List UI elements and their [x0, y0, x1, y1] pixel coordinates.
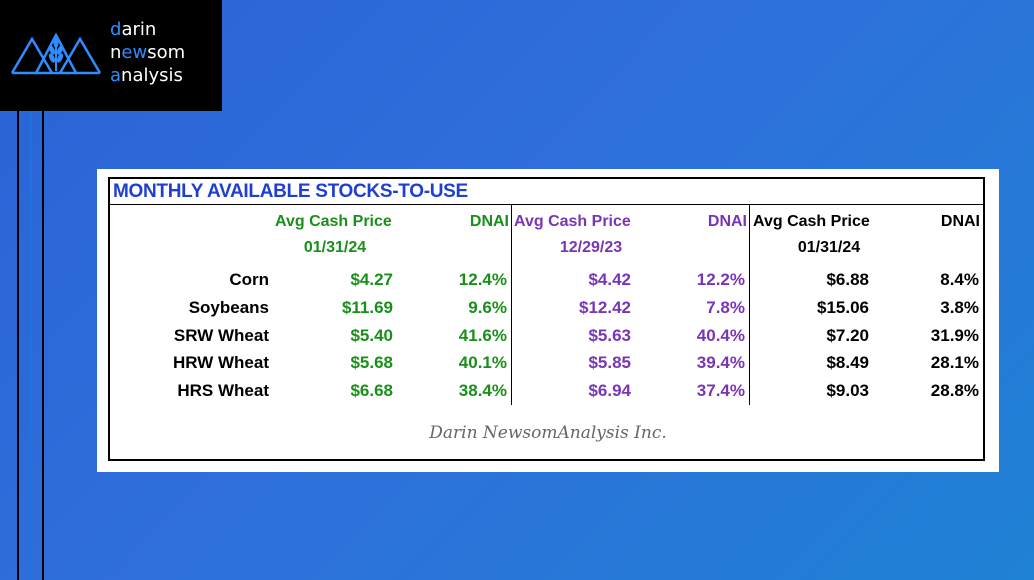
- row-label: HRW Wheat: [172, 353, 269, 372]
- stocks-table-card: MONTHLY AVAILABLE STOCKS-TO-USE Avg Cash…: [97, 169, 999, 472]
- row-label: HRS Wheat: [177, 381, 269, 400]
- price-cell: $6.94: [588, 381, 631, 400]
- price-cell: $5.85: [588, 353, 631, 372]
- dnai-cell: 39.4%: [696, 353, 745, 372]
- dnai-cell: 12.2%: [696, 270, 745, 289]
- column-divider: [749, 205, 750, 405]
- logo: darin newsom analysis: [0, 0, 222, 111]
- row-label: Soybeans: [188, 298, 269, 317]
- price-cell: $15.06: [817, 298, 869, 317]
- dnai-cell: 40.1%: [458, 353, 507, 372]
- price-cell: $5.68: [350, 353, 393, 372]
- price-cell: $9.03: [826, 381, 869, 400]
- dnai-cell: 31.9%: [930, 326, 979, 345]
- dnai-cell: 8.4%: [940, 270, 979, 289]
- divider: [110, 204, 983, 205]
- dnai-cell: 41.6%: [458, 326, 507, 345]
- decor-line: [17, 111, 19, 580]
- price-header: Avg Cash Price: [275, 213, 392, 230]
- date-header: 01/31/24: [303, 239, 367, 256]
- dnai-cell: 37.4%: [696, 381, 745, 400]
- dnai-cell: 40.4%: [696, 326, 745, 345]
- watermark-text: Darin NewsomAnalysis Inc.: [429, 423, 667, 443]
- decor-line: [30, 111, 32, 580]
- date-header: 01/31/24: [797, 239, 861, 256]
- table-title: MONTHLY AVAILABLE STOCKS-TO-USE: [113, 181, 468, 202]
- price-cell: $5.63: [588, 326, 631, 345]
- logo-wordmark: darin newsom analysis: [110, 19, 186, 86]
- price-header: Avg Cash Price: [514, 213, 631, 230]
- dnai-cell: 28.1%: [930, 353, 979, 372]
- date-header: 12/29/23: [559, 239, 623, 256]
- row-label: SRW Wheat: [173, 326, 269, 345]
- dnai-cell: 9.6%: [468, 298, 507, 317]
- price-cell: $6.88: [826, 270, 869, 289]
- table-border: [108, 177, 985, 461]
- dnai-header: DNAI: [469, 213, 509, 230]
- decor-line: [42, 111, 44, 580]
- price-cell: $4.27: [350, 270, 393, 289]
- dnai-cell: 28.8%: [930, 381, 979, 400]
- dnai-cell: 7.8%: [706, 298, 745, 317]
- dnai-cell: 3.8%: [940, 298, 979, 317]
- price-cell: $5.40: [350, 326, 393, 345]
- price-cell: $4.42: [588, 270, 631, 289]
- price-cell: $8.49: [826, 353, 869, 372]
- column-divider: [511, 205, 512, 405]
- price-header: Avg Cash Price: [753, 213, 870, 230]
- price-cell: $12.42: [579, 298, 631, 317]
- row-label: Corn: [229, 270, 269, 289]
- dnai-cell: 12.4%: [458, 270, 507, 289]
- dnai-header: DNAI: [940, 213, 980, 230]
- mountain-wheat-icon: [10, 32, 102, 75]
- price-cell: $6.68: [350, 381, 393, 400]
- dnai-header: DNAI: [707, 213, 747, 230]
- price-cell: $11.69: [341, 298, 393, 317]
- price-cell: $7.20: [826, 326, 869, 345]
- dnai-cell: 38.4%: [458, 381, 507, 400]
